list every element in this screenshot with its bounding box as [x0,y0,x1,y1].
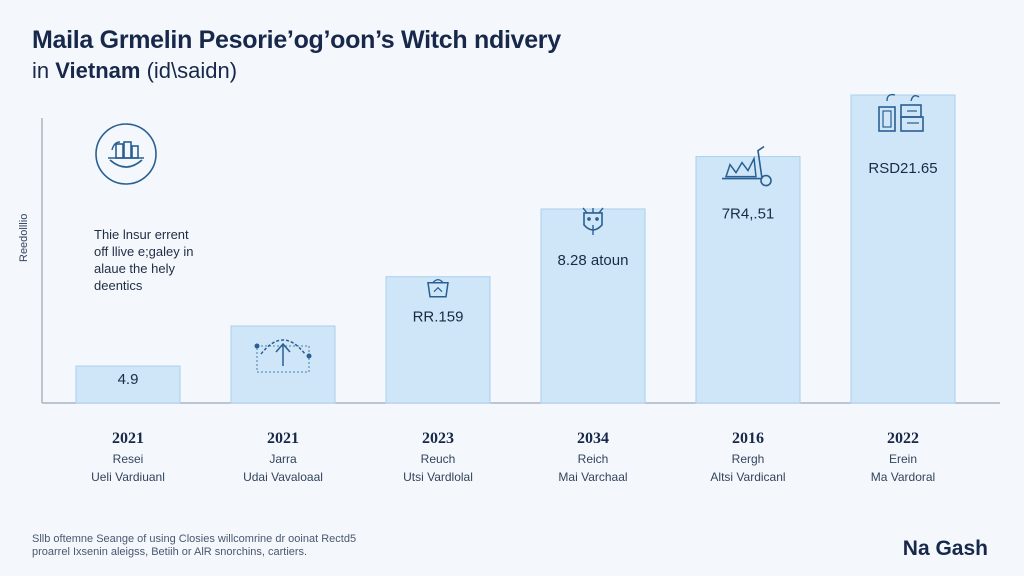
data-label: RSD21.65 [868,160,937,177]
x-tick-sublabel: Rergh [732,452,765,466]
chart-annotation: Thie lnsur errent off llive e;galey in a… [94,226,214,294]
x-tick-label: 2021 [267,430,299,447]
footnote-line: Sllb oftemne Seange of using Closies wil… [32,533,357,545]
annotation-line: deentics [94,278,143,293]
data-label: 4.9 [118,371,139,388]
x-tick-label: 2034 [577,430,609,447]
x-tick-sublabel: Utsi Vardlolal [403,470,473,484]
data-label: 8.28 atoun [558,252,629,269]
x-tick-sublabel: Udai Vavaloaal [243,470,323,484]
basket-icon [95,123,157,185]
data-label: 7R4,.51 [722,206,775,223]
umbrella-icon [254,339,312,373]
x-tick-sublabel: Ueli Vardiuanl [91,470,165,484]
delivery-boxes-icon [878,93,924,132]
x-tick-sublabel: Ma Vardoral [871,470,935,484]
subtitle-country: Vietnam [55,58,141,83]
chart-subtitle: in Vietnam (id\saidn) [32,58,237,84]
footnote-line: proarrel Ixsenin aleigss, Betiih or AlR … [32,546,308,558]
data-label: RR.159 [413,309,464,326]
bar [850,94,956,404]
bar [75,365,181,404]
x-tick-label: 2016 [732,430,764,447]
footnote: Sllb oftemne Seange of using Closies wil… [32,533,356,559]
subtitle-suffix: (id\saidn) [146,58,238,83]
x-tick-sublabel: Reich [578,452,609,466]
scooter-icon [722,145,772,187]
x-tick-label: 2023 [422,430,454,447]
x-tick-sublabel: Resei [113,452,144,466]
bar [695,156,801,404]
brand-logo: Na Gash [902,537,988,560]
cart-icon [427,279,449,298]
x-tick-sublabel: Mai Varchaal [558,470,627,484]
x-tick-sublabel: Reuch [421,452,456,466]
bar [385,276,491,404]
robot-icon [582,207,604,235]
bar [540,208,646,404]
x-tick-label: 2022 [887,430,919,447]
x-tick-label: 2021 [112,430,144,447]
x-tick-sublabel: Altsi Vardicanl [710,470,785,484]
annotation-line: off llive e;galey in [94,244,194,259]
annotation-line: Thie lnsur errent [94,227,189,242]
x-tick-sublabel: Erein [889,452,917,466]
x-tick-sublabel: Jarra [269,452,297,466]
subtitle-prefix: in [32,58,50,83]
annotation-line: alaue the hely [94,261,175,276]
chart-title: Maila Grmelin Pesorie’og’oon’s Witch ndi… [32,26,561,54]
